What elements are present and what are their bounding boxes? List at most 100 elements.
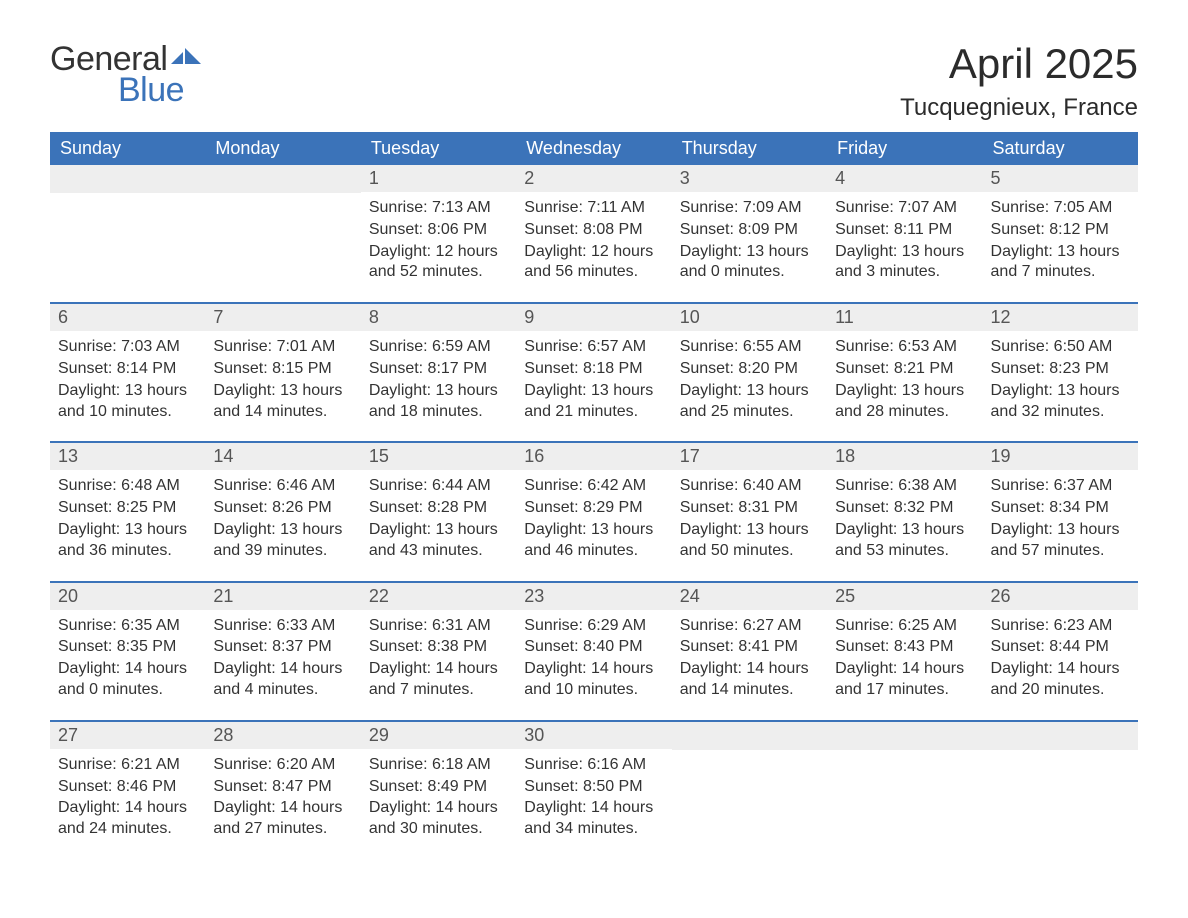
day-details: Sunrise: 6:23 AMSunset: 8:44 PMDaylight:… xyxy=(983,610,1138,701)
day-details: Sunrise: 6:21 AMSunset: 8:46 PMDaylight:… xyxy=(50,749,205,840)
day-cell: 30Sunrise: 6:16 AMSunset: 8:50 PMDayligh… xyxy=(516,722,671,841)
day-cell: 5Sunrise: 7:05 AMSunset: 8:12 PMDaylight… xyxy=(983,165,1138,284)
day-details: Sunrise: 7:09 AMSunset: 8:09 PMDaylight:… xyxy=(672,192,827,283)
day-details: Sunrise: 7:07 AMSunset: 8:11 PMDaylight:… xyxy=(827,192,982,283)
daylight-text: Daylight: 13 hours and 14 minutes. xyxy=(213,381,352,423)
logo-word-blue: Blue xyxy=(118,71,201,110)
daylight-text: Daylight: 13 hours and 50 minutes. xyxy=(680,520,819,562)
day-number: 14 xyxy=(205,443,360,470)
day-details: Sunrise: 7:03 AMSunset: 8:14 PMDaylight:… xyxy=(50,331,205,422)
day-number: 15 xyxy=(361,443,516,470)
sunset-text: Sunset: 8:43 PM xyxy=(835,637,974,658)
weekday-header: Friday xyxy=(827,132,982,165)
sunset-text: Sunset: 8:47 PM xyxy=(213,777,352,798)
day-details: Sunrise: 6:40 AMSunset: 8:31 PMDaylight:… xyxy=(672,470,827,561)
day-cell: 22Sunrise: 6:31 AMSunset: 8:38 PMDayligh… xyxy=(361,583,516,702)
weekday-header: Sunday xyxy=(50,132,205,165)
sunrise-text: Sunrise: 6:50 AM xyxy=(991,337,1130,358)
sunset-text: Sunset: 8:29 PM xyxy=(524,498,663,519)
sunrise-text: Sunrise: 6:57 AM xyxy=(524,337,663,358)
day-cell: 13Sunrise: 6:48 AMSunset: 8:25 PMDayligh… xyxy=(50,443,205,562)
sunrise-text: Sunrise: 6:55 AM xyxy=(680,337,819,358)
location: Tucquegnieux, France xyxy=(900,94,1138,122)
day-number: 24 xyxy=(672,583,827,610)
sunset-text: Sunset: 8:14 PM xyxy=(58,359,197,380)
day-details: Sunrise: 7:05 AMSunset: 8:12 PMDaylight:… xyxy=(983,192,1138,283)
day-cell: 9Sunrise: 6:57 AMSunset: 8:18 PMDaylight… xyxy=(516,304,671,423)
sunrise-text: Sunrise: 6:23 AM xyxy=(991,616,1130,637)
sunrise-text: Sunrise: 6:16 AM xyxy=(524,755,663,776)
day-number: 23 xyxy=(516,583,671,610)
sunrise-text: Sunrise: 6:20 AM xyxy=(213,755,352,776)
daylight-text: Daylight: 13 hours and 57 minutes. xyxy=(991,520,1130,562)
sunset-text: Sunset: 8:17 PM xyxy=(369,359,508,380)
daylight-text: Daylight: 13 hours and 25 minutes. xyxy=(680,381,819,423)
sunrise-text: Sunrise: 7:05 AM xyxy=(991,198,1130,219)
sunrise-text: Sunrise: 6:38 AM xyxy=(835,476,974,497)
day-number: 10 xyxy=(672,304,827,331)
day-cell: 4Sunrise: 7:07 AMSunset: 8:11 PMDaylight… xyxy=(827,165,982,284)
sunset-text: Sunset: 8:40 PM xyxy=(524,637,663,658)
day-number: 28 xyxy=(205,722,360,749)
sunrise-text: Sunrise: 6:21 AM xyxy=(58,755,197,776)
day-details: Sunrise: 6:57 AMSunset: 8:18 PMDaylight:… xyxy=(516,331,671,422)
day-cell xyxy=(827,722,982,841)
sunrise-text: Sunrise: 7:09 AM xyxy=(680,198,819,219)
sunrise-text: Sunrise: 7:01 AM xyxy=(213,337,352,358)
day-cell xyxy=(205,165,360,284)
day-cell: 17Sunrise: 6:40 AMSunset: 8:31 PMDayligh… xyxy=(672,443,827,562)
header: General Blue April 2025 Tucquegnieux, Fr… xyxy=(50,40,1138,122)
daylight-text: Daylight: 14 hours and 14 minutes. xyxy=(680,659,819,701)
sunset-text: Sunset: 8:31 PM xyxy=(680,498,819,519)
sunrise-text: Sunrise: 6:25 AM xyxy=(835,616,974,637)
sunrise-text: Sunrise: 6:29 AM xyxy=(524,616,663,637)
day-details: Sunrise: 6:55 AMSunset: 8:20 PMDaylight:… xyxy=(672,331,827,422)
sunset-text: Sunset: 8:23 PM xyxy=(991,359,1130,380)
day-cell: 15Sunrise: 6:44 AMSunset: 8:28 PMDayligh… xyxy=(361,443,516,562)
day-details: Sunrise: 6:38 AMSunset: 8:32 PMDaylight:… xyxy=(827,470,982,561)
sunrise-text: Sunrise: 6:48 AM xyxy=(58,476,197,497)
day-details: Sunrise: 6:42 AMSunset: 8:29 PMDaylight:… xyxy=(516,470,671,561)
day-cell xyxy=(672,722,827,841)
day-cell: 24Sunrise: 6:27 AMSunset: 8:41 PMDayligh… xyxy=(672,583,827,702)
day-cell: 1Sunrise: 7:13 AMSunset: 8:06 PMDaylight… xyxy=(361,165,516,284)
weekday-header-row: SundayMondayTuesdayWednesdayThursdayFrid… xyxy=(50,132,1138,165)
daylight-text: Daylight: 12 hours and 52 minutes. xyxy=(369,242,508,284)
sunset-text: Sunset: 8:28 PM xyxy=(369,498,508,519)
day-number: 30 xyxy=(516,722,671,749)
daylight-text: Daylight: 14 hours and 4 minutes. xyxy=(213,659,352,701)
week-row: 27Sunrise: 6:21 AMSunset: 8:46 PMDayligh… xyxy=(50,720,1138,841)
day-details: Sunrise: 7:13 AMSunset: 8:06 PMDaylight:… xyxy=(361,192,516,283)
day-number: 6 xyxy=(50,304,205,331)
sunset-text: Sunset: 8:34 PM xyxy=(991,498,1130,519)
day-number: 4 xyxy=(827,165,982,192)
daylight-text: Daylight: 14 hours and 24 minutes. xyxy=(58,798,197,840)
daylight-text: Daylight: 13 hours and 28 minutes. xyxy=(835,381,974,423)
title-block: April 2025 Tucquegnieux, France xyxy=(900,40,1138,122)
sunrise-text: Sunrise: 6:42 AM xyxy=(524,476,663,497)
day-details: Sunrise: 6:50 AMSunset: 8:23 PMDaylight:… xyxy=(983,331,1138,422)
day-number: 25 xyxy=(827,583,982,610)
weekday-header: Saturday xyxy=(983,132,1138,165)
sunset-text: Sunset: 8:35 PM xyxy=(58,637,197,658)
day-cell: 6Sunrise: 7:03 AMSunset: 8:14 PMDaylight… xyxy=(50,304,205,423)
day-number: 19 xyxy=(983,443,1138,470)
weeks-container: 1Sunrise: 7:13 AMSunset: 8:06 PMDaylight… xyxy=(50,165,1138,841)
day-cell: 2Sunrise: 7:11 AMSunset: 8:08 PMDaylight… xyxy=(516,165,671,284)
logo: General Blue xyxy=(50,40,201,110)
sunrise-text: Sunrise: 7:07 AM xyxy=(835,198,974,219)
day-cell xyxy=(50,165,205,284)
sunrise-text: Sunrise: 6:37 AM xyxy=(991,476,1130,497)
daylight-text: Daylight: 13 hours and 7 minutes. xyxy=(991,242,1130,284)
sunrise-text: Sunrise: 6:35 AM xyxy=(58,616,197,637)
day-cell: 25Sunrise: 6:25 AMSunset: 8:43 PMDayligh… xyxy=(827,583,982,702)
day-details: Sunrise: 6:33 AMSunset: 8:37 PMDaylight:… xyxy=(205,610,360,701)
day-number xyxy=(983,722,1138,750)
day-cell: 14Sunrise: 6:46 AMSunset: 8:26 PMDayligh… xyxy=(205,443,360,562)
month-title: April 2025 xyxy=(900,40,1138,88)
sunset-text: Sunset: 8:15 PM xyxy=(213,359,352,380)
sunrise-text: Sunrise: 7:03 AM xyxy=(58,337,197,358)
day-cell: 12Sunrise: 6:50 AMSunset: 8:23 PMDayligh… xyxy=(983,304,1138,423)
day-cell: 23Sunrise: 6:29 AMSunset: 8:40 PMDayligh… xyxy=(516,583,671,702)
sunrise-text: Sunrise: 6:46 AM xyxy=(213,476,352,497)
